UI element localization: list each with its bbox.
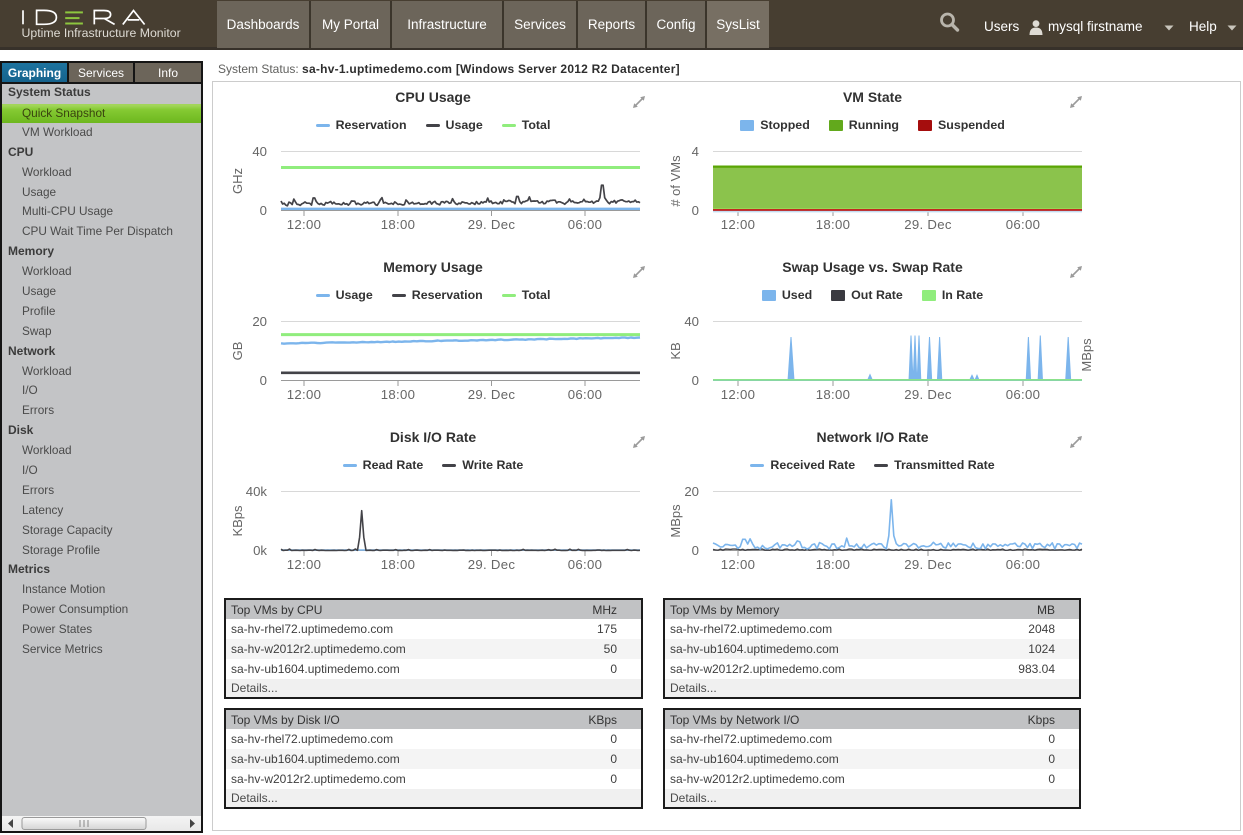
svg-text:06:00: 06:00 bbox=[1006, 387, 1041, 402]
svg-text:06:00: 06:00 bbox=[568, 217, 603, 232]
svg-text:0: 0 bbox=[260, 203, 267, 218]
svg-text:MBps: MBps bbox=[1079, 338, 1094, 372]
svg-text:06:00: 06:00 bbox=[1006, 217, 1041, 232]
svg-text:GHz: GHz bbox=[230, 168, 245, 194]
svg-text:40k: 40k bbox=[246, 484, 268, 499]
svg-text:20: 20 bbox=[684, 484, 699, 499]
svg-text:MBps: MBps bbox=[668, 504, 683, 538]
svg-text:4: 4 bbox=[692, 144, 699, 159]
svg-text:29. Dec: 29. Dec bbox=[904, 217, 952, 232]
svg-text:0k: 0k bbox=[253, 543, 267, 558]
svg-text:29. Dec: 29. Dec bbox=[468, 387, 516, 402]
svg-text:06:00: 06:00 bbox=[1006, 557, 1041, 572]
svg-text:18:00: 18:00 bbox=[381, 217, 416, 232]
svg-text:12:00: 12:00 bbox=[287, 217, 322, 232]
svg-text:12:00: 12:00 bbox=[287, 387, 322, 402]
svg-text:18:00: 18:00 bbox=[381, 557, 416, 572]
svg-text:06:00: 06:00 bbox=[568, 387, 603, 402]
svg-text:KB: KB bbox=[668, 342, 683, 359]
svg-text:12:00: 12:00 bbox=[721, 387, 756, 402]
svg-text:12:00: 12:00 bbox=[287, 557, 322, 572]
svg-text:GB: GB bbox=[230, 342, 245, 361]
svg-text:18:00: 18:00 bbox=[381, 387, 416, 402]
svg-text:20: 20 bbox=[252, 314, 267, 329]
svg-text:18:00: 18:00 bbox=[816, 217, 851, 232]
svg-text:40: 40 bbox=[684, 314, 699, 329]
svg-text:# of VMs: # of VMs bbox=[668, 155, 683, 207]
svg-text:12:00: 12:00 bbox=[721, 217, 756, 232]
svg-text:0: 0 bbox=[692, 373, 699, 388]
svg-text:40: 40 bbox=[252, 144, 267, 159]
svg-text:0: 0 bbox=[260, 373, 267, 388]
svg-text:0: 0 bbox=[692, 543, 699, 558]
svg-text:18:00: 18:00 bbox=[816, 387, 851, 402]
svg-text:29. Dec: 29. Dec bbox=[904, 557, 952, 572]
svg-text:Uptime Infrastructure Monitor: Uptime Infrastructure Monitor bbox=[22, 26, 181, 40]
svg-text:29. Dec: 29. Dec bbox=[468, 217, 516, 232]
svg-text:KBps: KBps bbox=[230, 505, 245, 537]
svg-text:29. Dec: 29. Dec bbox=[904, 387, 952, 402]
svg-text:12:00: 12:00 bbox=[721, 557, 756, 572]
svg-text:0: 0 bbox=[692, 203, 699, 218]
svg-text:29. Dec: 29. Dec bbox=[468, 557, 516, 572]
svg-text:06:00: 06:00 bbox=[568, 557, 603, 572]
svg-text:18:00: 18:00 bbox=[816, 557, 851, 572]
